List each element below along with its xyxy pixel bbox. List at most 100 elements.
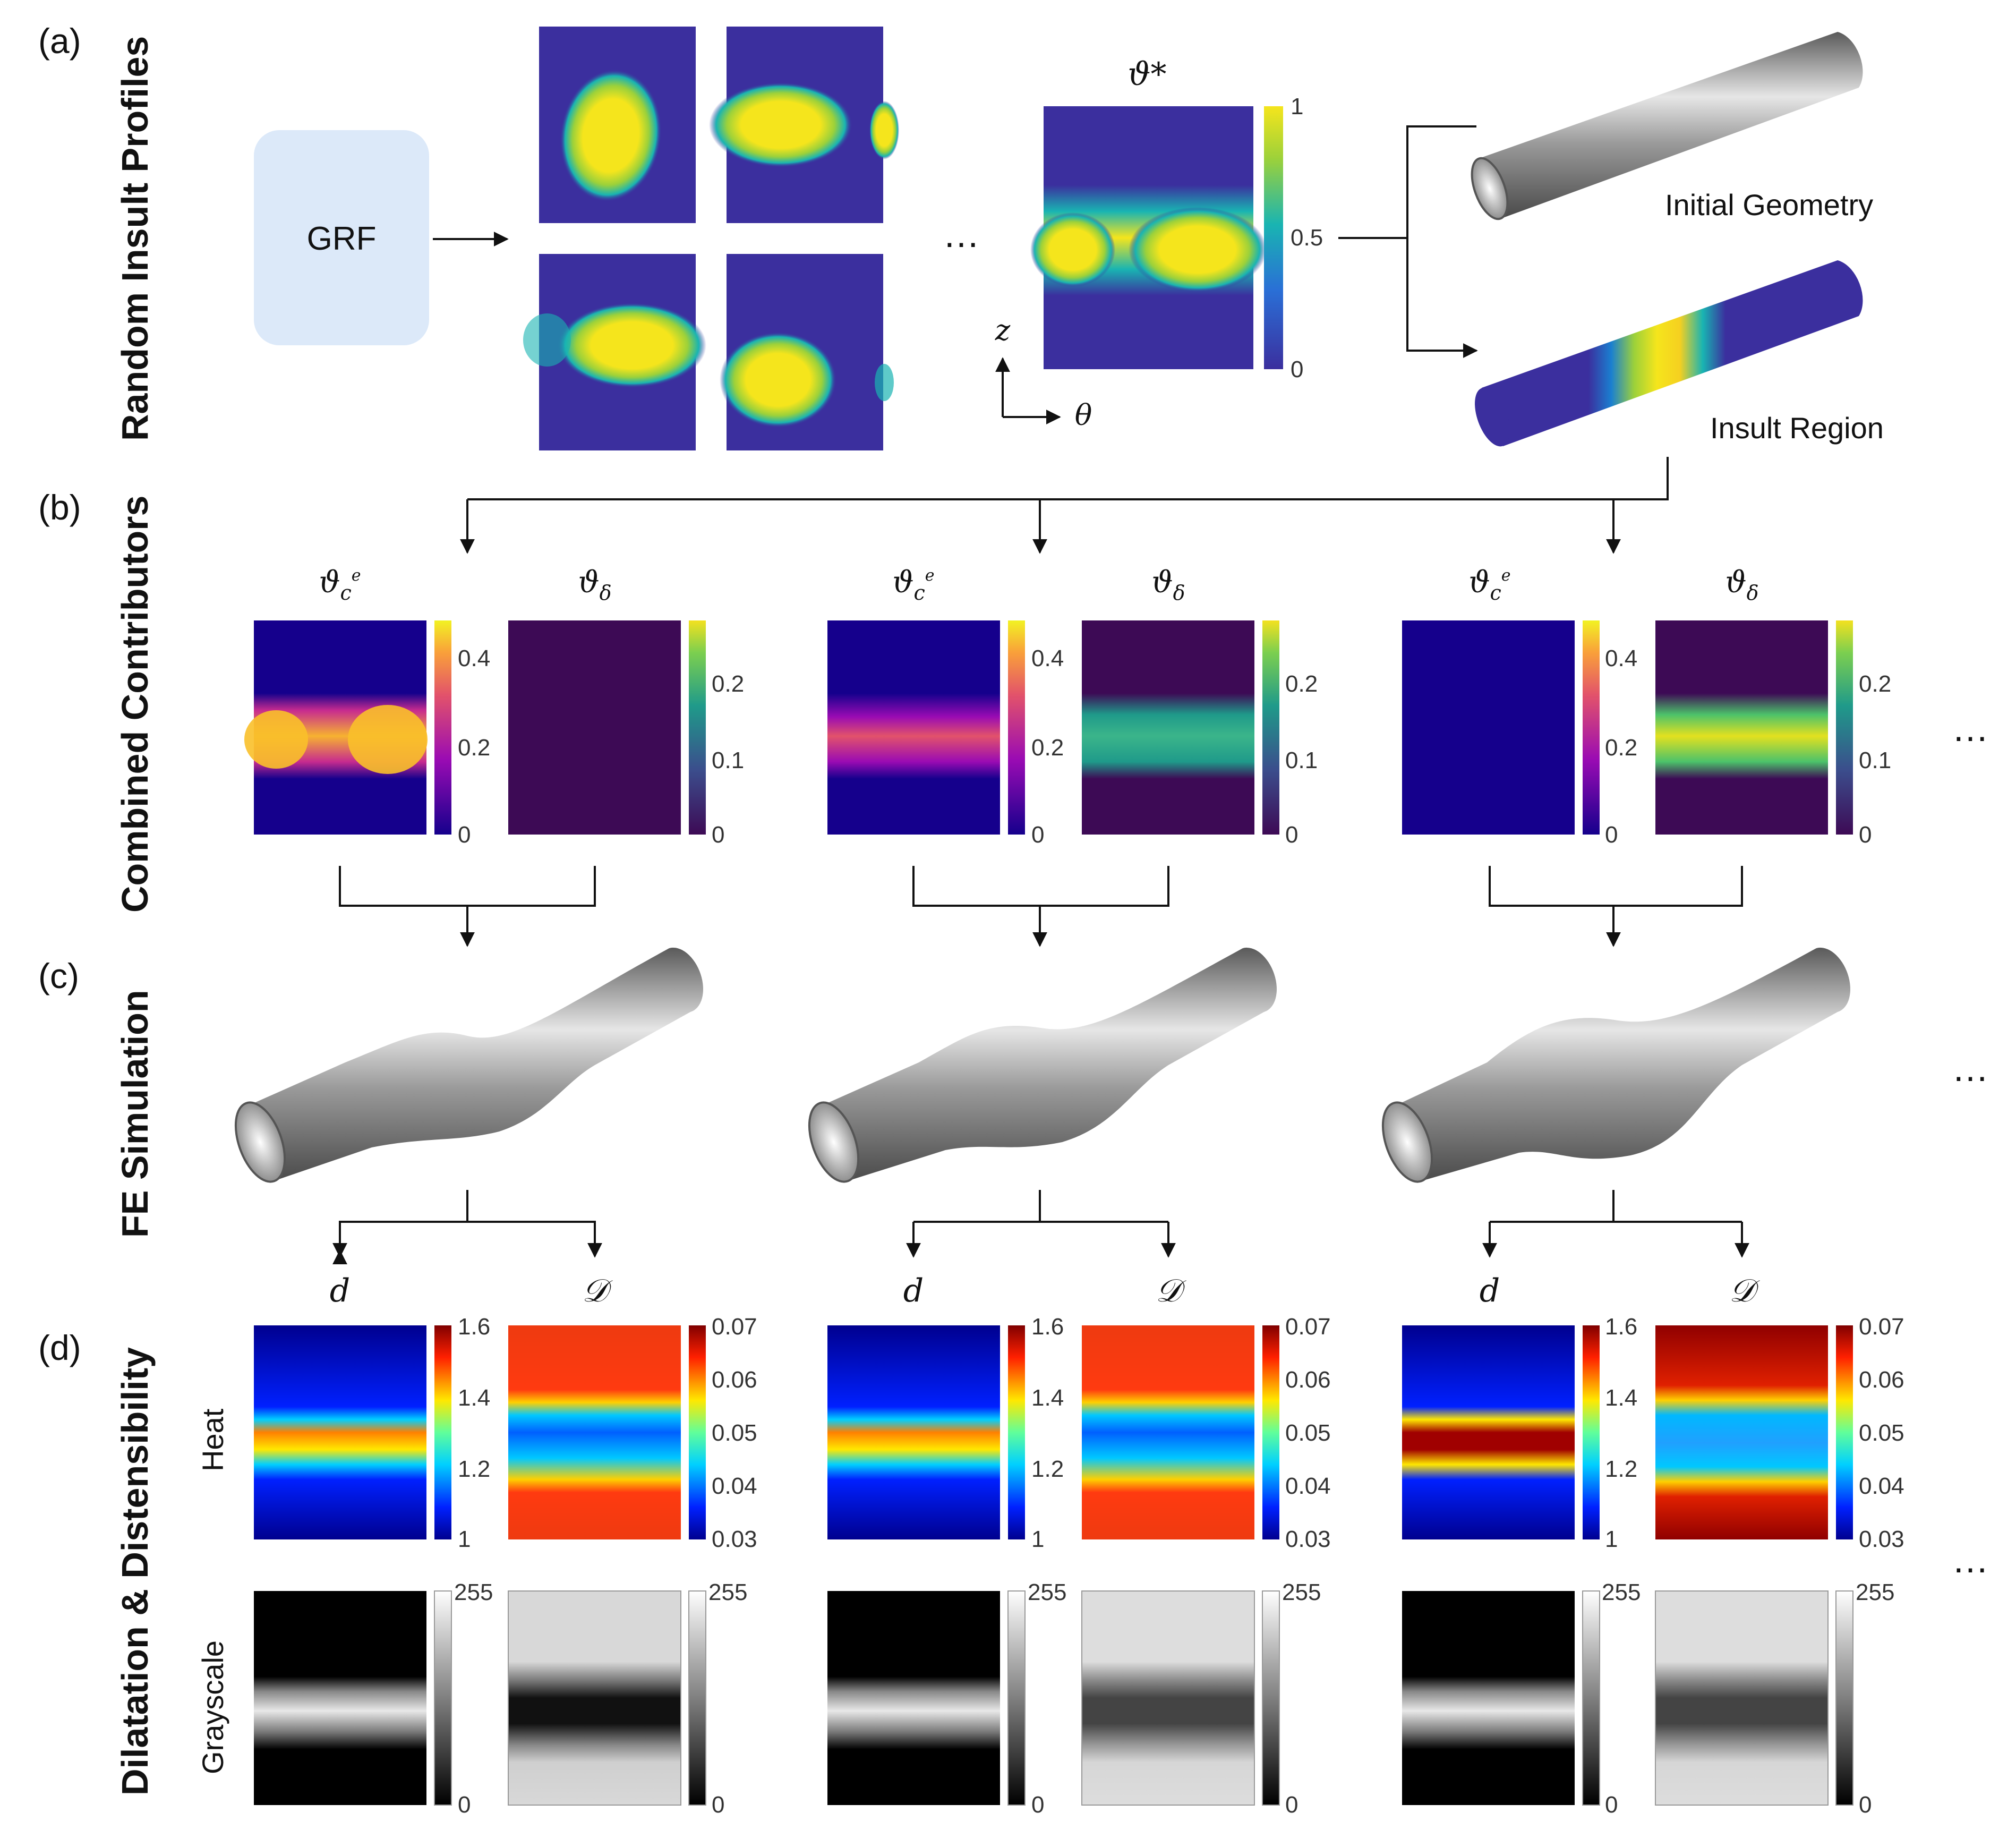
tick-g6-0: 0	[1859, 1792, 1872, 1818]
label-delta-2: ϑδ	[1152, 565, 1185, 605]
tick-D2-003: 0.03	[1285, 1526, 1331, 1552]
row-title-random-insult-profiles: Random Insult Profiles	[114, 36, 156, 441]
cb-gray-D-2	[1262, 1590, 1280, 1806]
cb-gray-D-3	[1835, 1590, 1853, 1806]
cb-heat-D-3	[1836, 1325, 1853, 1539]
gray-D-2	[1081, 1590, 1255, 1806]
split-line-1	[332, 1221, 596, 1265]
contributors-set-3: ϑce 0.4 0.2 0 ϑδ 0.2 0.1 0	[1402, 565, 1891, 848]
fe-vessel-2	[808, 947, 1277, 1183]
colorbar-ce-1	[434, 620, 451, 835]
tick-d1-16: 1.6	[458, 1314, 490, 1340]
tick-d1-1: 1	[458, 1526, 471, 1552]
tick-D1-004: 0.04	[712, 1473, 757, 1499]
map-delta-1	[508, 620, 681, 835]
tick-D3-005: 0.05	[1859, 1420, 1904, 1446]
tick-g1-0: 0	[458, 1792, 471, 1818]
colorbar-ce-2	[1008, 620, 1025, 835]
row-title-dilatation-distensibility: Dilatation & Distensibility	[114, 1347, 156, 1796]
initial-geometry-label: Initial Geometry	[1665, 188, 1873, 222]
gray-d-2	[827, 1591, 1000, 1805]
sample-4-edge-blob	[875, 364, 894, 401]
tick-D2-006: 0.06	[1285, 1367, 1331, 1393]
panel-letter-d: (d)	[38, 1328, 81, 1367]
heat-d-ticks: 1.6 1.4 1.2 1 1.6 1.4 1.2 1 1.6 1.4 1.2 …	[458, 1314, 1637, 1552]
theta-star-blob-right	[1129, 207, 1267, 292]
tick-delta-1-02: 0.2	[712, 671, 744, 697]
theta-star-colorbar	[1264, 106, 1283, 369]
tick-d2-16: 1.6	[1031, 1314, 1064, 1340]
heat-d-3	[1402, 1325, 1575, 1539]
row-title-fe-simulation: FE Simulation	[114, 990, 156, 1238]
cb-heat-d-2	[1008, 1325, 1025, 1539]
tick-d3-1: 1	[1605, 1526, 1618, 1552]
heat-D-3	[1655, 1325, 1828, 1539]
tick-delta-2-0: 0	[1285, 822, 1298, 848]
tick-ce-2-0: 0	[1031, 822, 1044, 848]
tick-delta-2-02: 0.2	[1285, 671, 1318, 697]
cb-a-tick-0: 0	[1291, 356, 1303, 382]
cb-a-tick-1: 1	[1291, 93, 1303, 120]
map-ce-1-right	[348, 705, 428, 774]
cb-gray-d-2	[1007, 1590, 1026, 1806]
insult-region-cylinder	[1475, 260, 1863, 447]
row-title-combined-contributors: Combined Contributors	[114, 496, 156, 913]
sample-2-blob	[709, 82, 852, 167]
tick-ce-3-0: 0	[1605, 822, 1618, 848]
tick-d3-12: 1.2	[1605, 1456, 1637, 1482]
tick-g2-255: 255	[708, 1579, 747, 1605]
cb-heat-D-1	[689, 1325, 706, 1539]
cb-heat-d-1	[434, 1325, 451, 1539]
label-ce-3: ϑce	[1468, 565, 1510, 605]
merge-line-1	[339, 866, 596, 907]
gray-ticks: 255 0 255 0 255 0 255 0 255 0 255 0	[454, 1579, 1894, 1818]
label-D-1: 𝒟	[582, 1272, 613, 1309]
contributors-set-1: ϑce 0.4 0.2 0 ϑδ 0.2 0.1 0	[244, 565, 744, 848]
tick-D2-007: 0.07	[1285, 1314, 1331, 1340]
sample-3-edge-blob	[523, 313, 571, 367]
cb-gray-d-3	[1582, 1590, 1600, 1806]
tick-g5-0: 0	[1605, 1792, 1618, 1818]
row-c-ellipsis: …	[1952, 1048, 1989, 1089]
theta-star-label: ϑ*	[1128, 56, 1167, 93]
panel-letter-a: (a)	[38, 21, 81, 61]
tick-ce-2-04: 0.4	[1031, 645, 1064, 671]
heat-D-2	[1082, 1325, 1254, 1539]
theta-star-blob-left	[1030, 212, 1115, 287]
tick-D1-007: 0.07	[712, 1314, 757, 1340]
contributors-set-2: ϑce 0.4 0.2 0 ϑδ 0.2 0.1 0	[827, 565, 1318, 848]
tick-g4-0: 0	[1285, 1792, 1298, 1818]
tick-g3-255: 255	[1028, 1579, 1066, 1605]
tick-g1-255: 255	[454, 1579, 493, 1605]
fe-vessel-3	[1381, 947, 1850, 1183]
tick-D2-005: 0.05	[1285, 1420, 1331, 1446]
tick-d2-14: 1.4	[1031, 1385, 1064, 1411]
label-delta-3: ϑδ	[1725, 565, 1759, 605]
cb-gray-d-1	[434, 1590, 452, 1806]
tick-g2-0: 0	[712, 1792, 724, 1818]
label-d-1: d	[330, 1272, 350, 1309]
label-d-3: d	[1480, 1272, 1500, 1309]
tick-ce-3-04: 0.4	[1605, 645, 1637, 671]
tick-D1-003: 0.03	[712, 1526, 757, 1552]
initial-geometry-cylinder	[1471, 32, 1863, 220]
grf-label: GRF	[307, 220, 377, 257]
tick-ce-2-02: 0.2	[1031, 735, 1064, 761]
gray-D-1	[508, 1590, 681, 1806]
tick-delta-3-02: 0.2	[1859, 671, 1891, 697]
grayscale-row	[254, 1590, 1853, 1806]
tick-d1-12: 1.2	[458, 1456, 490, 1482]
colorbar-ce-3	[1583, 620, 1600, 835]
label-ce-2: ϑce	[892, 565, 934, 605]
merge-line-2	[912, 866, 1169, 907]
cb-gray-D-1	[688, 1590, 706, 1806]
grf-box	[254, 130, 429, 345]
panel-letter-b: (b)	[38, 488, 81, 527]
tick-D1-006: 0.06	[712, 1367, 757, 1393]
tick-D2-004: 0.04	[1285, 1473, 1331, 1499]
tick-D3-007: 0.07	[1859, 1314, 1904, 1340]
merge-line-3	[1489, 866, 1743, 907]
cb-heat-d-3	[1583, 1325, 1600, 1539]
axis-z-label: z	[995, 313, 1011, 347]
panel-letter-c: (c)	[38, 956, 79, 995]
